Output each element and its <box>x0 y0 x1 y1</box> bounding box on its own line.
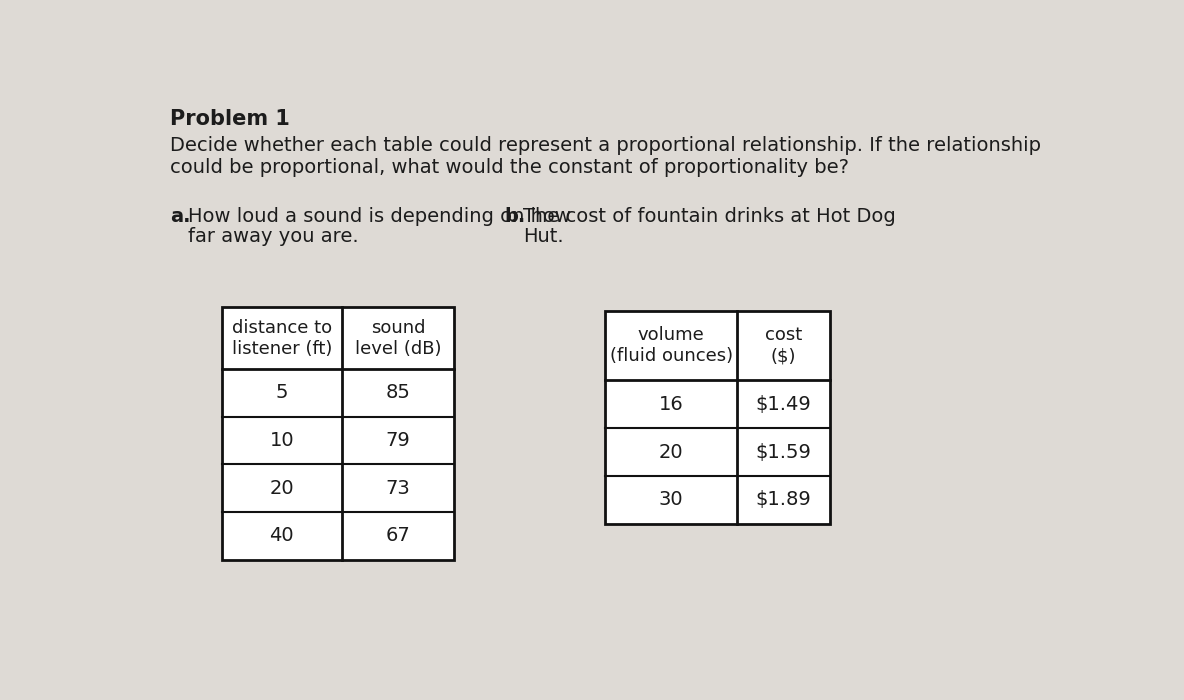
Text: 73: 73 <box>386 479 411 498</box>
Text: 20: 20 <box>658 442 683 461</box>
Text: b.: b. <box>504 207 526 226</box>
Text: 85: 85 <box>386 384 411 402</box>
Text: cost
($): cost ($) <box>765 326 802 365</box>
Text: 20: 20 <box>270 479 294 498</box>
Text: distance to
listener (ft): distance to listener (ft) <box>232 318 332 358</box>
Text: 30: 30 <box>658 490 683 510</box>
Text: $1.89: $1.89 <box>755 490 811 510</box>
Bar <box>221 307 455 560</box>
Text: volume
(fluid ounces): volume (fluid ounces) <box>610 326 733 365</box>
Text: 67: 67 <box>386 526 411 545</box>
Text: could be proportional, what would the constant of proportionality be?: could be proportional, what would the co… <box>169 158 849 177</box>
Text: $1.49: $1.49 <box>755 395 811 414</box>
Text: far away you are.: far away you are. <box>188 228 359 246</box>
Bar <box>605 311 830 524</box>
Text: Hut.: Hut. <box>523 228 564 246</box>
Text: 16: 16 <box>658 395 683 414</box>
Text: Decide whether each table could represent a proportional relationship. If the re: Decide whether each table could represen… <box>169 136 1041 155</box>
Text: How loud a sound is depending on how: How loud a sound is depending on how <box>188 207 571 226</box>
Text: Problem 1: Problem 1 <box>169 108 290 129</box>
Text: sound
level (dB): sound level (dB) <box>355 318 442 358</box>
Text: 79: 79 <box>386 431 411 450</box>
Text: The cost of fountain drinks at Hot Dog: The cost of fountain drinks at Hot Dog <box>523 207 896 226</box>
Text: a.: a. <box>169 207 191 226</box>
Text: 40: 40 <box>270 526 294 545</box>
Text: 10: 10 <box>270 431 294 450</box>
Text: $1.59: $1.59 <box>755 442 811 461</box>
Text: 5: 5 <box>276 384 288 402</box>
